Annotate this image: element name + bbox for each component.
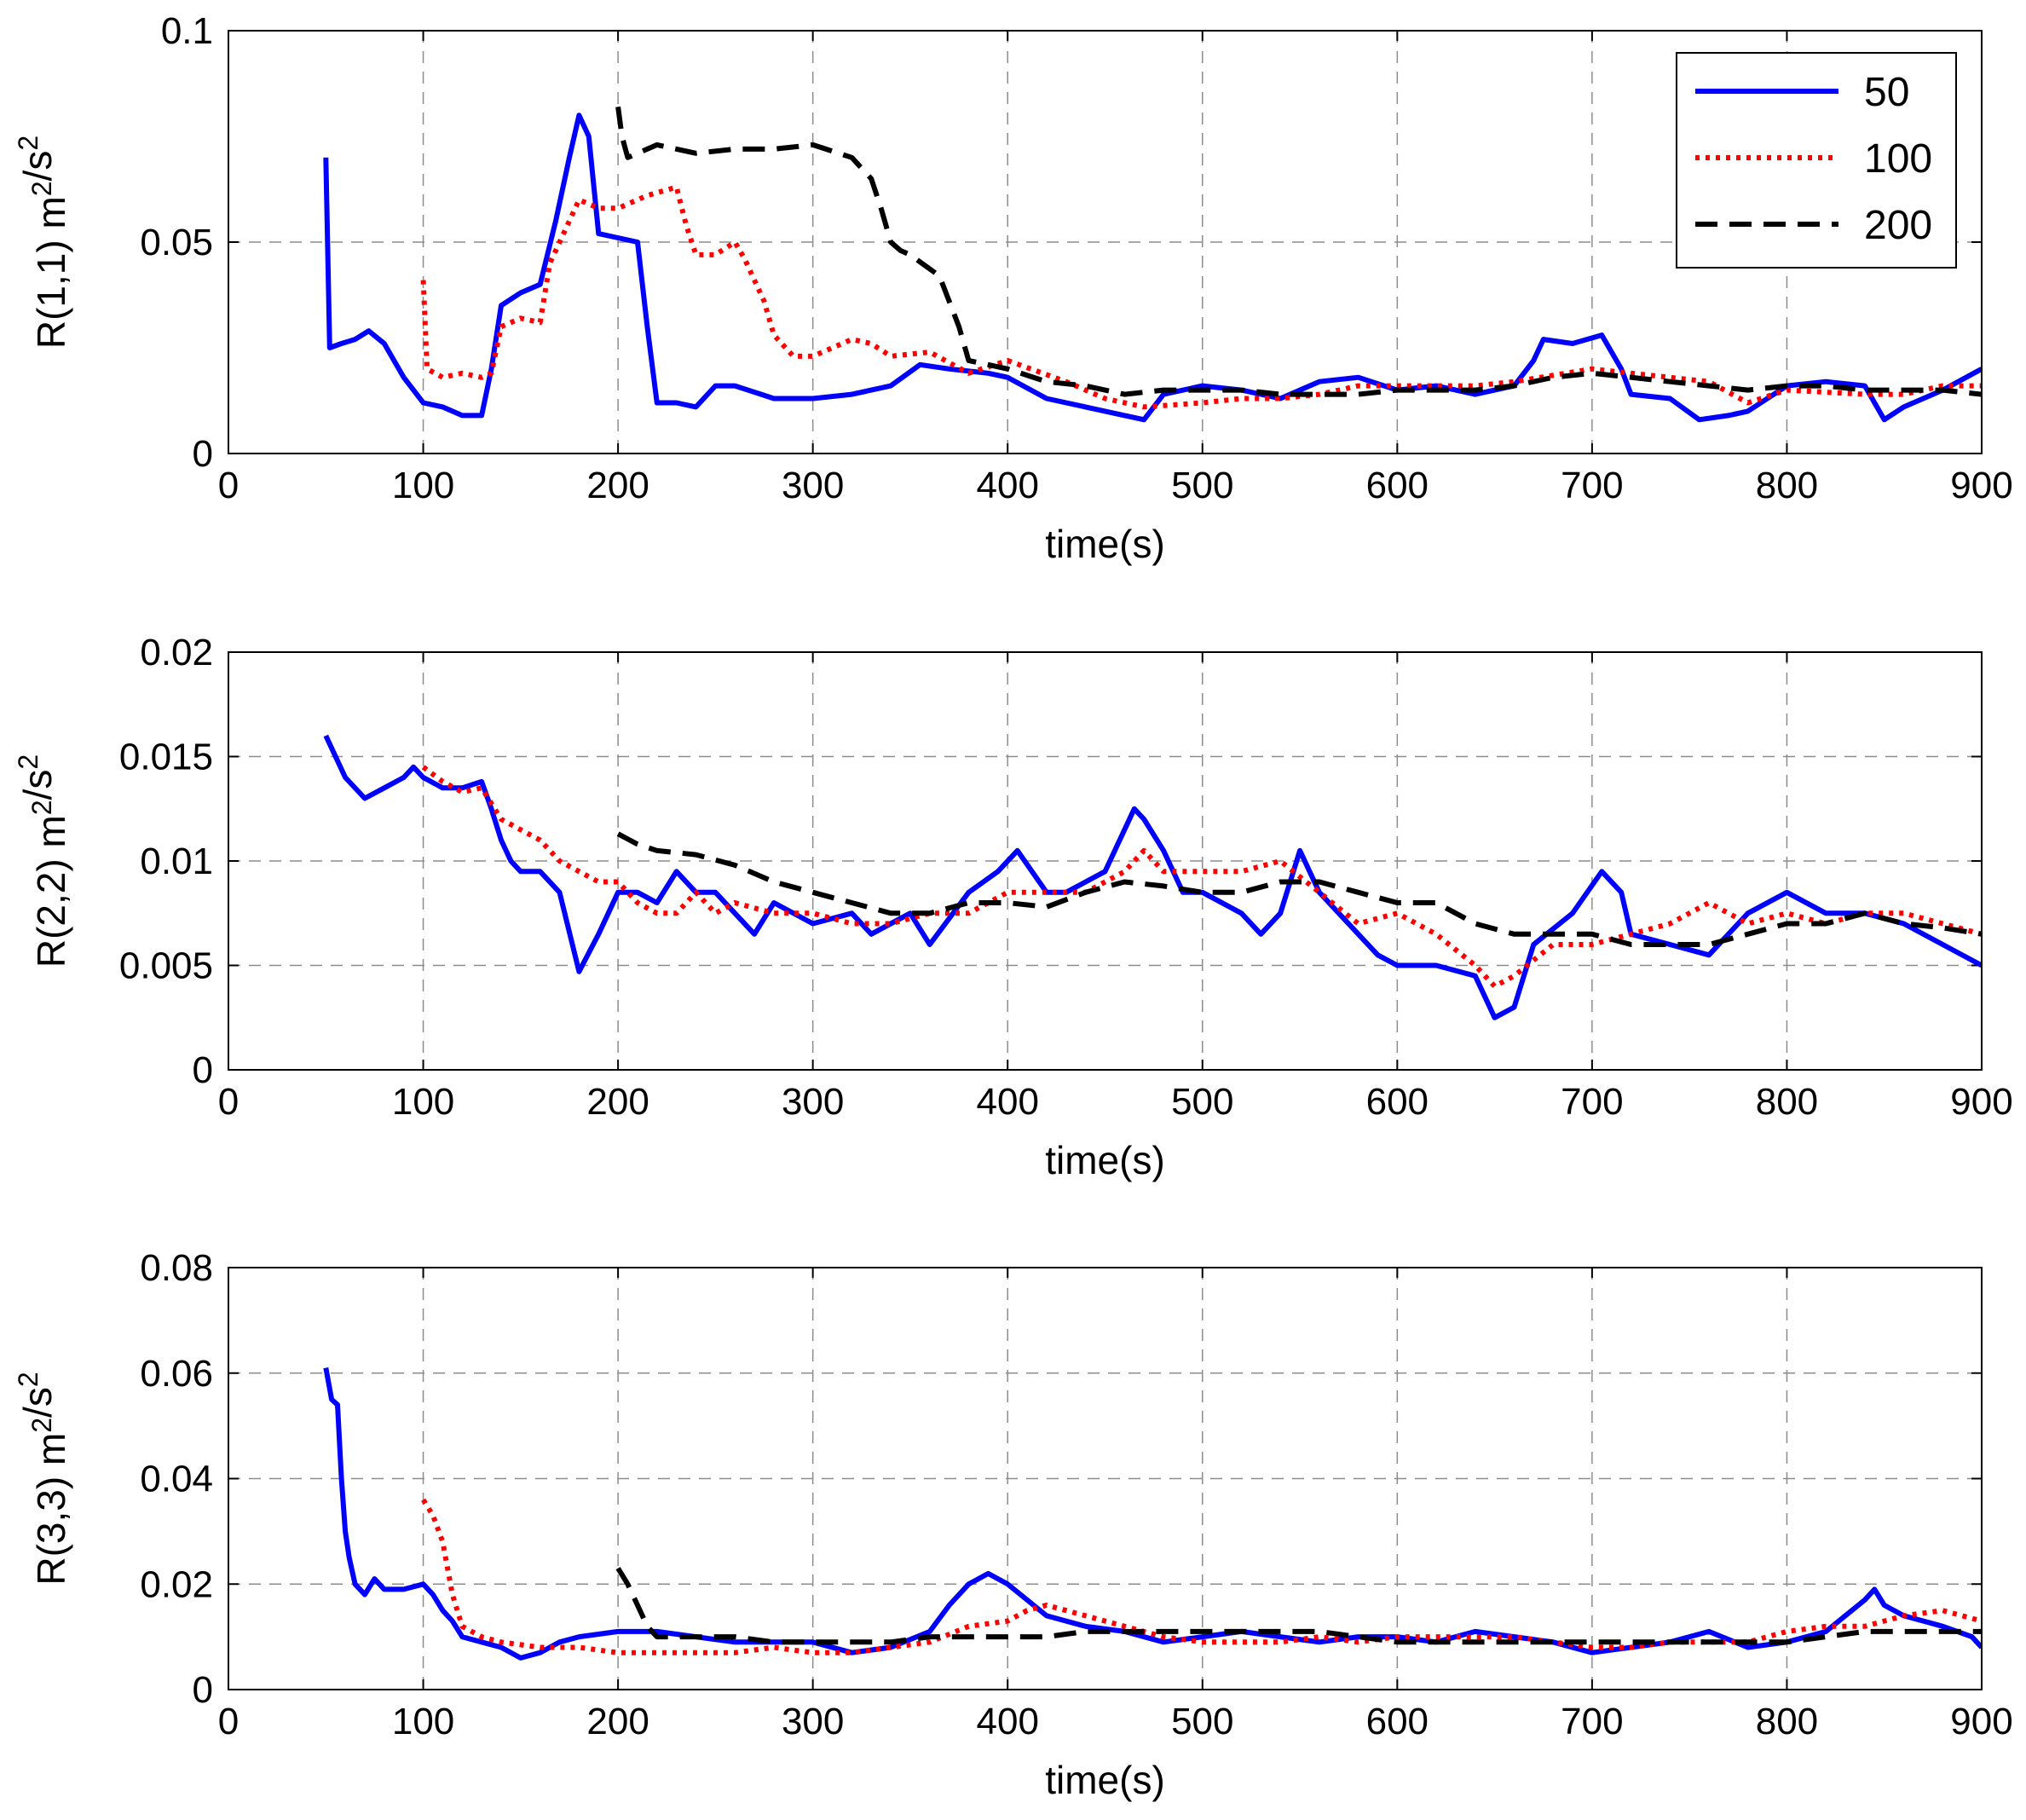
x-tick-label: 900	[1950, 1081, 2012, 1123]
x-tick-label: 700	[1561, 465, 1623, 506]
series-line-200	[615, 106, 1982, 397]
x-tick-label: 400	[977, 465, 1039, 506]
x-tick-label: 0	[218, 1081, 239, 1123]
x-tick-label: 900	[1950, 1701, 2012, 1742]
x-tick-label: 600	[1366, 465, 1429, 506]
y-tick-label: 0.02	[140, 632, 213, 673]
y-tick-label: 0.005	[119, 945, 213, 987]
y-axis-title: R(1,1) m2/s2	[13, 136, 73, 349]
axes-frame	[228, 30, 1983, 454]
x-axis-title: time(s)	[1045, 522, 1165, 566]
x-tick-label: 300	[782, 1081, 844, 1123]
x-tick-label: 300	[782, 1701, 844, 1742]
x-tick-label: 0	[218, 1701, 239, 1742]
y-tick-label: 0.015	[119, 737, 213, 778]
y-tick-label: 0	[193, 433, 213, 475]
legend-label-200: 200	[1864, 203, 1932, 248]
x-tick-label: 100	[392, 465, 454, 506]
legend-label-50: 50	[1864, 70, 1909, 115]
x-tick-label: 200	[586, 1081, 649, 1123]
legend-label-100: 100	[1864, 136, 1932, 182]
series-line-200	[616, 831, 1982, 947]
x-tick-label: 100	[392, 1081, 454, 1123]
y-tick-label: 0.1	[161, 10, 213, 52]
y-tick-label: 0.06	[140, 1353, 213, 1395]
series-line-200	[615, 1567, 1982, 1645]
x-tick-label: 800	[1756, 465, 1818, 506]
y-tick-label: 0.02	[140, 1563, 213, 1605]
x-tick-label: 400	[977, 1081, 1039, 1123]
x-tick-label: 600	[1366, 1701, 1429, 1742]
x-tick-label: 200	[586, 1701, 649, 1742]
x-tick-label: 500	[1171, 1701, 1233, 1742]
x-tick-label: 700	[1561, 1081, 1623, 1123]
axes-frame	[228, 651, 1983, 1071]
x-tick-label: 800	[1756, 1701, 1818, 1742]
y-axis-title: R(3,3) m2/s2	[13, 1372, 73, 1585]
x-tick-label: 600	[1366, 1081, 1429, 1123]
y-tick-label: 0.05	[140, 222, 213, 263]
plot-area	[228, 652, 1982, 1070]
series-line-50	[323, 1367, 1982, 1661]
y-tick-label: 0.08	[140, 1247, 213, 1289]
y-tick-label: 0	[193, 1049, 213, 1091]
x-axis-title: time(s)	[1045, 1138, 1165, 1182]
series-line-100	[420, 184, 1982, 410]
axes-frame	[228, 1267, 1983, 1690]
plot-area	[228, 1268, 1982, 1690]
x-tick-label: 100	[392, 1701, 454, 1742]
x-tick-label: 700	[1561, 1701, 1623, 1742]
x-tick-label: 900	[1950, 465, 2012, 506]
chart-panel-3: 0 100 200 300 400 500 600 700 800 900 0 0.02 0.04 0.0…	[13, 1247, 2013, 1802]
y-tick-label: 0	[193, 1669, 213, 1711]
x-tick-label: 400	[977, 1701, 1039, 1742]
series-line-50	[323, 734, 1982, 1020]
x-tick-label: 800	[1756, 1081, 1818, 1123]
y-tick-label: 0.04	[140, 1459, 213, 1500]
x-tick-label: 300	[782, 465, 844, 506]
chart-panel-2: 0 100 200 300 400 500 600 700 800 900 0 0.005 0.01 0.…	[13, 632, 2013, 1182]
y-axis-title: R(2,2) m2/s2	[13, 754, 73, 968]
x-tick-label: 0	[218, 465, 239, 506]
y-tick-label: 0.01	[140, 841, 213, 882]
x-tick-label: 500	[1171, 465, 1233, 506]
x-tick-label: 200	[586, 465, 649, 506]
chart-panel-1: 0 100 200 300 400 500 600 700 800 900 0 0.05 0.1 time…	[13, 10, 2013, 566]
x-axis-title: time(s)	[1045, 1758, 1165, 1802]
series-line-50	[323, 113, 1982, 423]
legend: 50 100 200	[1676, 52, 1957, 269]
x-tick-label: 500	[1171, 1081, 1233, 1123]
